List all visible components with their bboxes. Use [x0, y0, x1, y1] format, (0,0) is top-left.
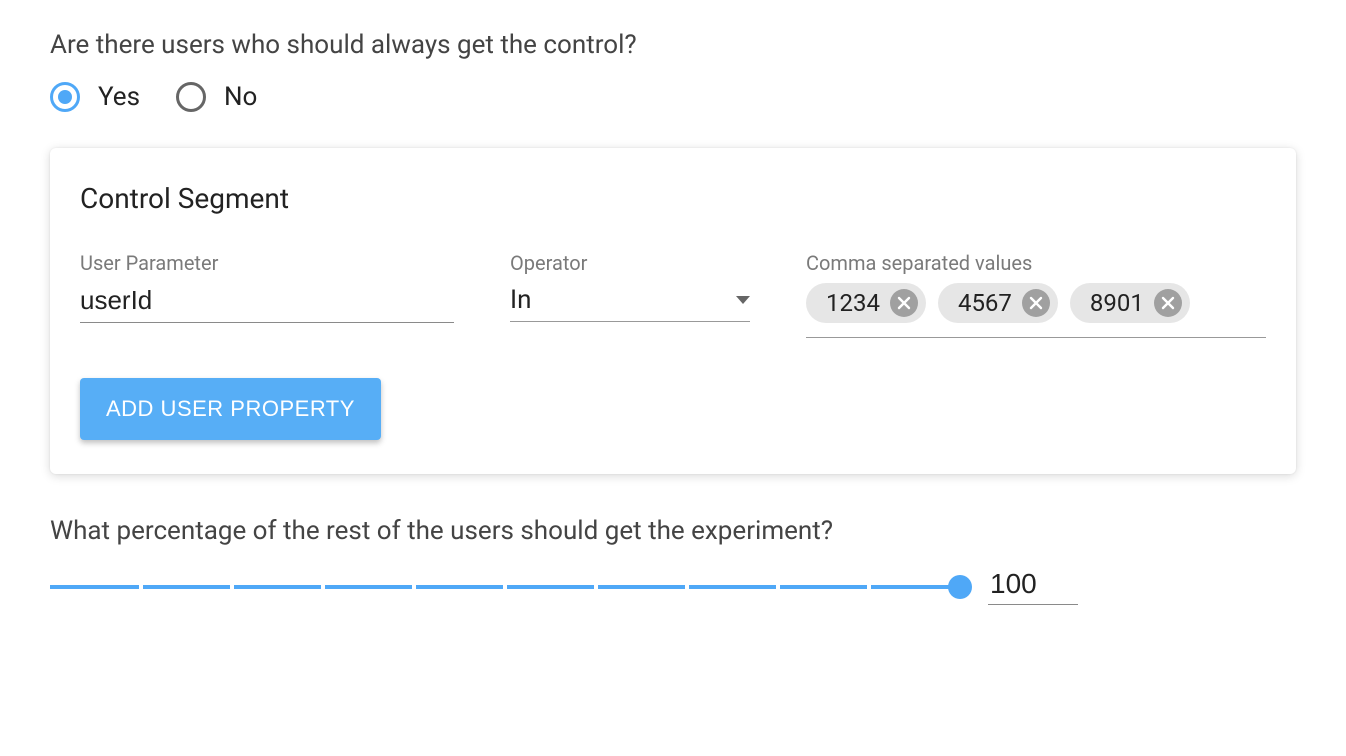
slider-tick: [776, 585, 780, 589]
radio-label-no: No: [224, 82, 257, 112]
chip-label: 1234: [826, 289, 880, 317]
control-segment-fields: User Parameter Operator In Comma separat…: [80, 251, 1266, 338]
values-field: Comma separated values 1234 4567 8901: [806, 251, 1266, 338]
chip-label: 8901: [1090, 289, 1144, 317]
value-chip: 4567: [938, 283, 1058, 323]
user-parameter-label: User Parameter: [80, 251, 454, 275]
percentage-input[interactable]: [988, 568, 1078, 605]
radio-icon-selected: [50, 82, 80, 112]
radio-label-yes: Yes: [98, 82, 140, 112]
control-users-question: Are there users who should always get th…: [50, 30, 1296, 60]
close-icon[interactable]: [890, 289, 918, 317]
value-chip: 1234: [806, 283, 926, 323]
value-chip: 8901: [1070, 283, 1190, 323]
slider-tick: [685, 585, 689, 589]
slider-tick: [139, 585, 143, 589]
chevron-down-icon: [736, 296, 750, 304]
percentage-slider[interactable]: [50, 573, 960, 601]
values-label: Comma separated values: [806, 251, 1266, 275]
user-parameter-field: User Parameter: [80, 251, 454, 323]
control-segment-title: Control Segment: [80, 182, 1266, 215]
add-user-property-button[interactable]: ADD USER PROPERTY: [80, 378, 381, 440]
radio-option-no[interactable]: No: [176, 82, 257, 112]
percentage-question: What percentage of the rest of the users…: [50, 516, 1296, 546]
control-users-radio-group: Yes No: [50, 82, 1296, 112]
close-icon[interactable]: [1154, 289, 1182, 317]
radio-icon-unselected: [176, 82, 206, 112]
slider-tick: [412, 585, 416, 589]
close-icon[interactable]: [1022, 289, 1050, 317]
radio-option-yes[interactable]: Yes: [50, 82, 140, 112]
percentage-row: [50, 568, 1296, 605]
slider-tick: [321, 585, 325, 589]
slider-tick: [503, 585, 507, 589]
user-parameter-input[interactable]: [80, 283, 454, 323]
operator-select[interactable]: In: [510, 283, 750, 322]
slider-tick: [230, 585, 234, 589]
slider-tick: [867, 585, 871, 589]
values-chip-container[interactable]: 1234 4567 8901: [806, 283, 1266, 338]
slider-thumb[interactable]: [948, 575, 972, 599]
operator-value: In: [510, 285, 531, 315]
slider-tick: [594, 585, 598, 589]
control-segment-card: Control Segment User Parameter Operator …: [50, 148, 1296, 474]
operator-label: Operator: [510, 251, 750, 275]
operator-field: Operator In: [510, 251, 750, 322]
chip-label: 4567: [958, 289, 1012, 317]
